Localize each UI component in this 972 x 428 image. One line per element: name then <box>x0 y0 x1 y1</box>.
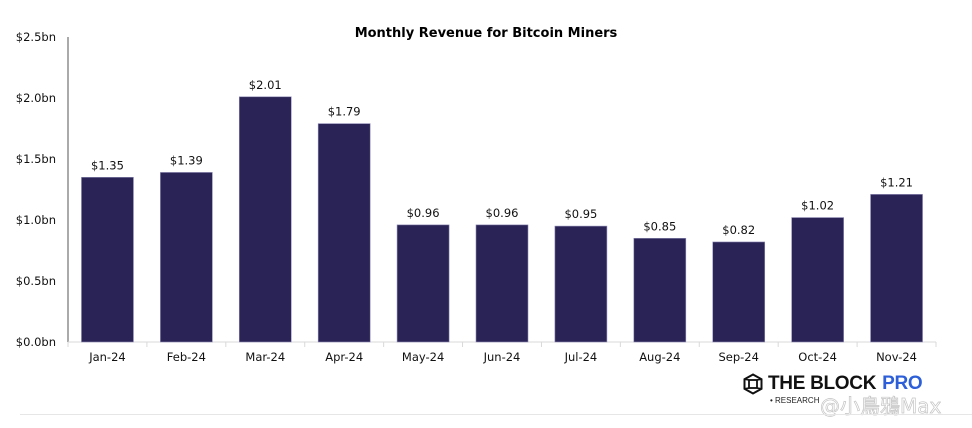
bar-feb-24 <box>160 172 213 343</box>
bar-jul-24 <box>554 225 608 343</box>
data-label: $0.95 <box>564 207 597 221</box>
the-block-logo-icon <box>743 373 763 395</box>
x-tick-label: Jan-24 <box>88 350 126 364</box>
y-axis: $0.0bn $0.5bn $1.0bn $1.5bn $2.0bn $2.5bn <box>16 30 56 349</box>
data-label: $1.35 <box>91 158 124 172</box>
bar-may-24 <box>396 224 450 343</box>
x-axis: Jan-24 Feb-24 Mar-24 Apr-24 May-24 Jun-24 Jul-… <box>67 342 937 364</box>
bar-apr-24 <box>317 123 371 343</box>
x-tick-label: May-24 <box>402 350 444 364</box>
y-tick-label: $1.5bn <box>16 152 56 166</box>
x-tick-label: Oct-24 <box>798 350 837 364</box>
x-tick-label: Jul-24 <box>564 350 598 364</box>
x-tick-label: Apr-24 <box>325 350 363 364</box>
bar-jun-24 <box>475 224 529 343</box>
data-label: $1.02 <box>801 199 834 213</box>
x-tick-label: Feb-24 <box>167 350 206 364</box>
brand-logo: THE BLOCK PRO <box>742 373 923 395</box>
bar-jan-24 <box>81 177 134 343</box>
data-label: $2.01 <box>249 78 282 92</box>
data-label: $0.82 <box>722 223 755 237</box>
data-label: $0.96 <box>407 206 440 220</box>
data-label: $0.85 <box>643 219 676 233</box>
brand-subtitle: • RESEARCH <box>770 396 820 405</box>
data-label: $1.21 <box>880 175 913 189</box>
footer-divider <box>20 414 972 415</box>
bar-mar-24 <box>238 96 292 343</box>
y-tick-label: $2.5bn <box>16 30 56 44</box>
bars <box>81 96 923 343</box>
data-labels: $1.35 $1.39 $2.01 $1.79 $0.96 $0.96 $0.95 $0.85… <box>91 78 913 237</box>
y-tick-label: $1.0bn <box>16 213 56 227</box>
y-tick-label: $0.5bn <box>16 274 56 288</box>
bar-nov-24 <box>870 194 923 343</box>
bar-aug-24 <box>633 238 687 343</box>
bar-oct-24 <box>791 217 844 343</box>
y-tick-label: $2.0bn <box>16 91 56 105</box>
x-tick-label: Mar-24 <box>245 350 285 364</box>
x-tick-label: Jun-24 <box>483 350 521 364</box>
data-label: $1.39 <box>170 153 203 167</box>
y-tick-label: $0.0bn <box>16 335 56 349</box>
data-label: $0.96 <box>486 206 519 220</box>
x-tick-label: Sep-24 <box>718 350 758 364</box>
chart-title: Monthly Revenue for Bitcoin Miners <box>355 26 618 41</box>
data-label: $1.79 <box>328 105 361 119</box>
x-tick-label: Nov-24 <box>876 350 917 364</box>
x-tick-label: Aug-24 <box>639 350 680 364</box>
brand-pro: PRO <box>882 373 923 394</box>
brand-name: THE BLOCK <box>768 373 877 394</box>
bar-sep-24 <box>712 241 766 343</box>
